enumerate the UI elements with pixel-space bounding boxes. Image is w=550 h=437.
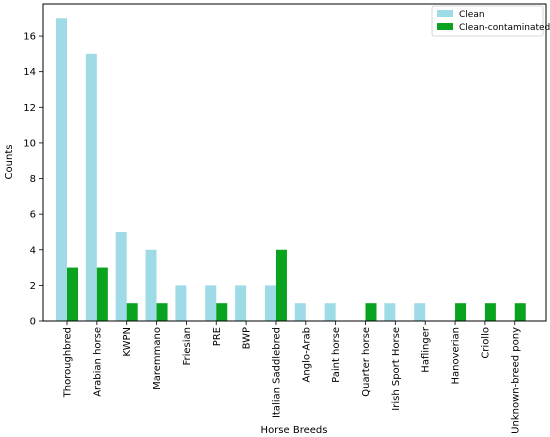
y-tick-label: 8: [30, 174, 36, 185]
bar-clean-contaminated-arabian-horse: [96, 267, 108, 321]
x-tick-label-thoroughbred: Thoroughbred: [63, 327, 74, 398]
x-tick-label-paint-horse: Paint horse: [331, 327, 342, 383]
bar-clean-paint-horse: [324, 303, 336, 321]
y-tick-label: 2: [30, 281, 36, 292]
bar-clean-friesian: [175, 285, 187, 321]
bar-clean-contaminated-pre: [216, 303, 228, 321]
legend-label-clean: Clean: [459, 10, 485, 20]
legend: Clean Clean-contaminated: [431, 5, 550, 37]
legend-swatch-clean-contaminated: [437, 23, 453, 30]
x-tick-label-criollo: Criollo: [480, 327, 491, 359]
bar-clean-haflinger: [414, 303, 426, 321]
y-tick-label: 10: [23, 138, 36, 149]
bar-clean-maremmano: [145, 249, 157, 321]
x-tick-label-kwpn: KWPN: [122, 327, 133, 357]
bar-clean-bwp: [235, 285, 247, 321]
x-axis-ticks: Thoroughbred Arabian horse KWPN Maremmano Fr…: [63, 321, 521, 434]
bar-clean-kwpn: [115, 231, 127, 321]
y-tick-label: 14: [23, 67, 36, 78]
bar-clean-contaminated-kwpn: [126, 303, 138, 321]
bar-clean-contaminated-maremmano: [156, 303, 168, 321]
bar-clean-pre: [205, 285, 217, 321]
x-axis-title: Horse Breeds: [261, 425, 328, 436]
x-tick-label-hanoverian: Hanoverian: [451, 327, 462, 385]
x-tick-label-bwp: BWP: [242, 327, 253, 349]
x-tick-label-anglo-arab: Anglo-Arab: [301, 327, 312, 382]
y-tick-label: 16: [23, 32, 36, 43]
y-axis-ticks: 0 2 4 6 8 10 12 14 16: [23, 32, 43, 328]
x-tick-label-italian-saddlebred: Italian Saddlebred: [271, 327, 282, 418]
y-tick-label: 0: [30, 317, 36, 328]
y-tick-label: 6: [30, 210, 36, 221]
x-tick-label-quarter-horse: Quarter horse: [361, 327, 372, 397]
bar-clean-contaminated-italian-saddlebred: [275, 249, 287, 321]
y-tick-label: 12: [23, 103, 36, 114]
y-tick-label: 4: [30, 245, 36, 256]
bar-clean-anglo-arab: [294, 303, 306, 321]
x-tick-label-haflinger: Haflinger: [421, 326, 432, 373]
x-tick-label-arabian-horse: Arabian horse: [92, 327, 103, 397]
x-tick-label-friesian: Friesian: [182, 327, 193, 366]
bar-clean-contaminated-thoroughbred: [67, 267, 78, 321]
bar-clean-contaminated-unknown-breed-pony: [514, 303, 526, 321]
x-tick-label-unknown-breed-pony: Unknown-breed pony: [510, 327, 521, 434]
bar-clean-arabian-horse: [85, 53, 97, 322]
x-tick-label-irish-sport-horse: Irish Sport Horse: [391, 327, 402, 411]
bar-clean-contaminated-hanoverian: [455, 303, 467, 321]
bar-clean-thoroughbred: [56, 18, 67, 321]
plot-frame: [42, 3, 547, 322]
y-axis-title: Counts: [4, 145, 15, 180]
bar-clean-contaminated-criollo: [484, 303, 496, 321]
x-tick-label-pre: PRE: [212, 327, 223, 346]
legend-box: [431, 5, 544, 37]
axes-layer: [42, 3, 547, 322]
bars-layer: [56, 18, 526, 322]
bar-clean-contaminated-quarter-horse: [365, 303, 377, 321]
x-tick-label-maremmano: Maremmano: [152, 327, 163, 390]
bar-clean-italian-saddlebred: [264, 285, 276, 321]
bar-clean-irish-sport-horse: [384, 303, 396, 321]
legend-swatch-clean: [437, 10, 453, 17]
legend-label-clean-contaminated: Clean-contaminated: [459, 23, 550, 33]
